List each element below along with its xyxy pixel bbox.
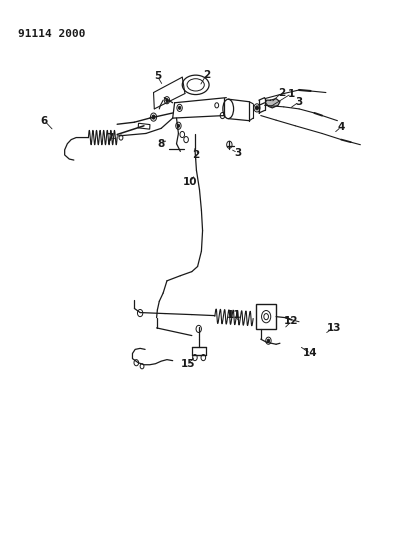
Text: 6: 6 bbox=[41, 116, 48, 126]
Text: 2: 2 bbox=[203, 70, 210, 79]
Text: 7: 7 bbox=[106, 133, 113, 142]
Polygon shape bbox=[265, 99, 280, 108]
Text: 5: 5 bbox=[154, 71, 161, 81]
Text: 13: 13 bbox=[326, 323, 341, 333]
Circle shape bbox=[267, 339, 270, 342]
Text: 2: 2 bbox=[278, 87, 285, 98]
Text: 12: 12 bbox=[284, 316, 299, 326]
Circle shape bbox=[177, 124, 180, 127]
Text: 3: 3 bbox=[296, 96, 303, 107]
Circle shape bbox=[178, 107, 181, 109]
Bar bbox=[138, 123, 150, 129]
Text: 1: 1 bbox=[288, 88, 295, 99]
Bar bbox=[256, 304, 276, 329]
Text: 8: 8 bbox=[158, 139, 165, 149]
Text: 4: 4 bbox=[338, 122, 345, 132]
Text: 11: 11 bbox=[227, 310, 241, 320]
Text: 2: 2 bbox=[192, 150, 199, 160]
Text: 10: 10 bbox=[183, 177, 198, 187]
Text: 91114 2000: 91114 2000 bbox=[18, 29, 85, 38]
Text: 15: 15 bbox=[181, 359, 195, 369]
Circle shape bbox=[152, 115, 155, 119]
Circle shape bbox=[255, 106, 259, 110]
Text: 3: 3 bbox=[234, 148, 241, 158]
Text: 14: 14 bbox=[303, 349, 318, 359]
Circle shape bbox=[166, 99, 168, 102]
